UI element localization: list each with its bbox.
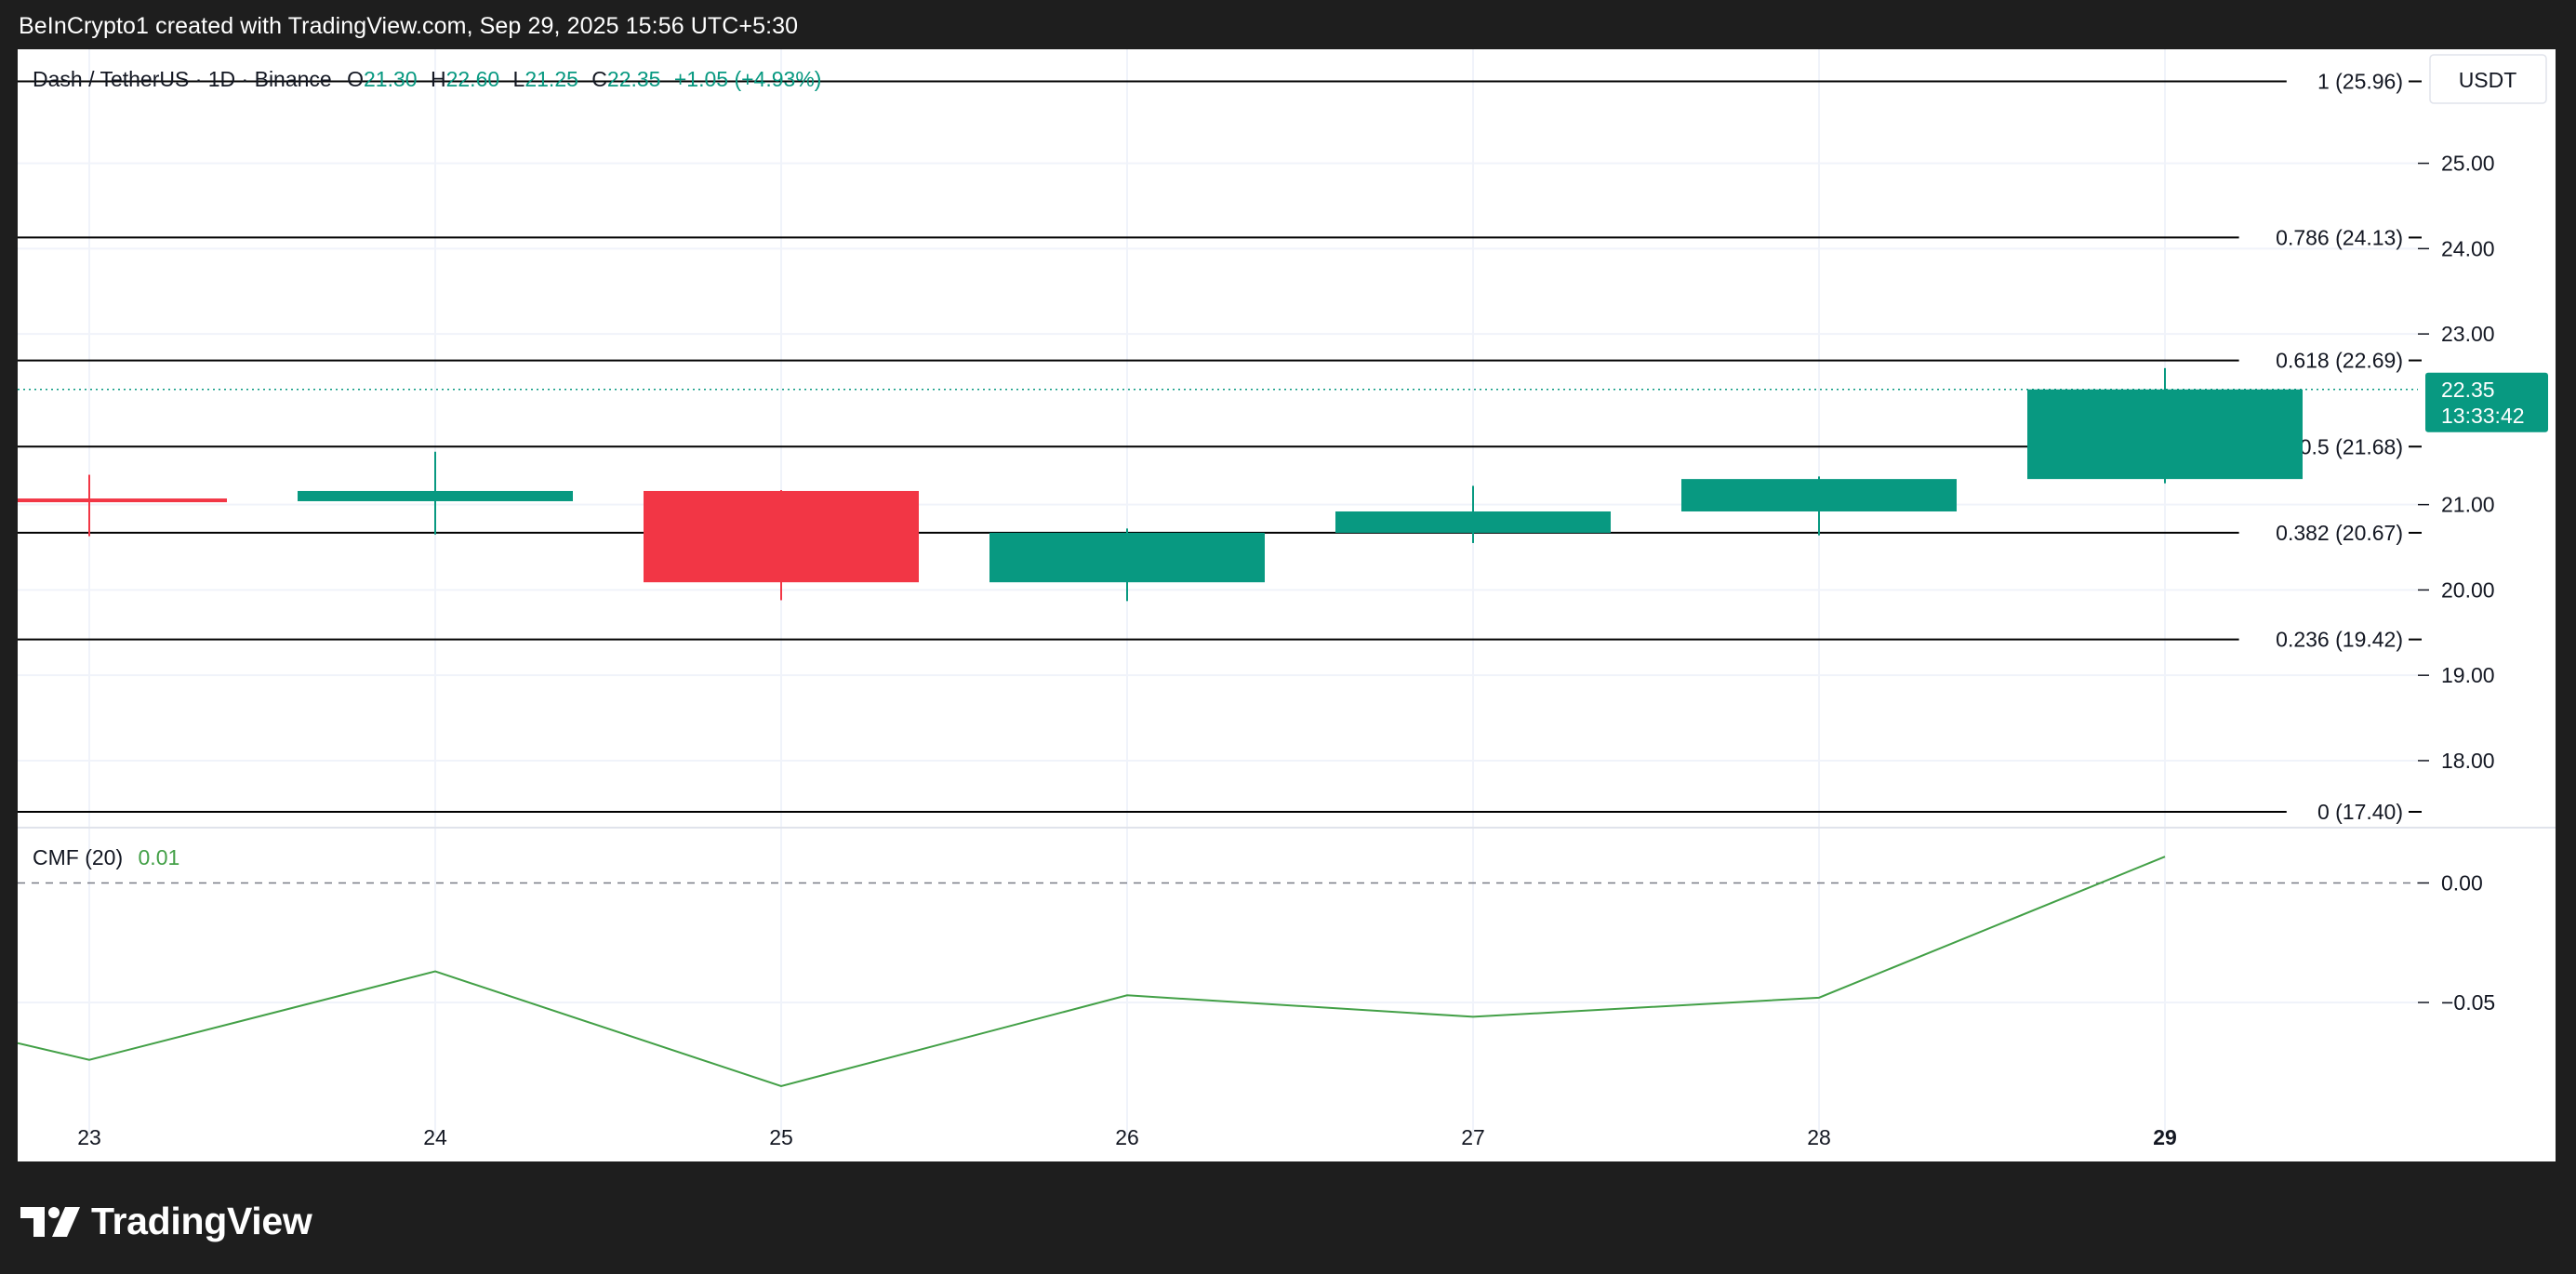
chart-panel[interactable]: 1 (25.96) 0.786 (24.13) 0.618 (22.69) 0.5 (…: [18, 49, 2556, 1161]
high-value: 22.60: [446, 67, 500, 91]
fibonacci-retracement[interactable]: 1 (25.96) 0.786 (24.13) 0.618 (22.69) 0.5 (…: [18, 70, 2422, 825]
price-tick-label: 24.00: [2441, 236, 2495, 260]
time-tick-label: 23: [77, 1125, 101, 1149]
candle-body: [298, 490, 573, 501]
candlestick-series: [18, 367, 2418, 602]
fib-level-label: 0.618 (22.69): [2276, 349, 2403, 373]
candle-body: [989, 532, 1265, 583]
fib-level-label: 1 (25.96): [2317, 70, 2403, 94]
change-value: +1.05 (+4.93%): [674, 67, 822, 91]
price-tick-label: 18.00: [2441, 749, 2495, 773]
svg-text:Dash / TetherUS · 1D · Binance: Dash / TetherUS · 1D · Binance O21.30 H2…: [33, 67, 821, 91]
time-tick-label: 26: [1115, 1125, 1139, 1149]
candle-body: [644, 490, 919, 583]
fib-level-label: 0.786 (24.13): [2276, 225, 2403, 249]
fib-level-label: 0.5 (21.68): [2300, 434, 2403, 458]
price-axis[interactable]: 25.00 24.00 23.00 21.00 20.00 19.00 18.00 22.35…: [2418, 152, 2548, 1015]
time-tick-label: 24: [423, 1125, 447, 1149]
fib-level-label: 0.236 (19.42): [2276, 628, 2403, 652]
tradingview-logo-icon: [20, 1206, 80, 1237]
close-label: C: [591, 67, 607, 91]
price-tick-label: 25.00: [2441, 152, 2495, 176]
cmf-legend[interactable]: CMF (20) 0.01: [33, 845, 179, 869]
symbol-legend[interactable]: Dash / TetherUS · 1D · Binance O21.30 H2…: [33, 67, 821, 91]
svg-text:CMF (20) 0.01: CMF (20) 0.01: [33, 845, 179, 869]
fib-level-label: 0 (17.40): [2317, 800, 2403, 824]
tradingview-logo[interactable]: TradingView: [20, 1200, 312, 1243]
currency-label: USDT: [2459, 68, 2517, 92]
candle-body: [18, 498, 227, 503]
fib-level-label: 0.382 (20.67): [2276, 521, 2403, 545]
open-label: O: [347, 67, 364, 91]
last-price-value: 22.35: [2441, 378, 2495, 402]
price-tick-label: 21.00: [2441, 493, 2495, 517]
low-label: L: [513, 67, 525, 91]
chart-attribution: BeInCrypto1 created with TradingView.com…: [19, 13, 799, 39]
close-value: 22.35: [607, 67, 661, 91]
price-tick-label: 20.00: [2441, 577, 2495, 602]
bar-countdown: 13:33:42: [2441, 404, 2525, 428]
last-price-tag-bg: [2425, 372, 2548, 432]
price-tick-label: 23.00: [2441, 322, 2495, 346]
time-tick-label: 29: [2153, 1125, 2177, 1149]
price-tick-label: 19.00: [2441, 663, 2495, 687]
time-tick-label: 25: [769, 1125, 793, 1149]
cmf-tick-label: −0.05: [2441, 990, 2495, 1015]
symbol-title: Dash / TetherUS · 1D · Binance: [33, 67, 332, 91]
candle-body: [1681, 479, 1957, 511]
open-value: 21.30: [364, 67, 418, 91]
candle-body: [1335, 511, 1611, 533]
currency-button[interactable]: USDT: [2429, 54, 2547, 104]
cmf-current-value: 0.01: [139, 845, 180, 869]
grid-lines: [18, 49, 2418, 1137]
low-value: 21.25: [524, 67, 578, 91]
time-tick-label: 28: [1807, 1125, 1831, 1149]
time-axis[interactable]: 23 24 25 26 27 28 29: [77, 1125, 2177, 1149]
tradingview-wordmark: TradingView: [91, 1200, 312, 1242]
cmf-line: [18, 856, 2166, 1087]
cmf-indicator-pane: [18, 856, 2418, 1087]
chart-canvas[interactable]: 1 (25.96) 0.786 (24.13) 0.618 (22.69) 0.5 (…: [18, 49, 2556, 1161]
time-tick-label: 27: [1461, 1125, 1485, 1149]
high-label: H: [431, 67, 446, 91]
cmf-title: CMF (20): [33, 845, 123, 869]
cmf-tick-label: 0.00: [2441, 871, 2483, 896]
candle-body: [2027, 389, 2303, 480]
